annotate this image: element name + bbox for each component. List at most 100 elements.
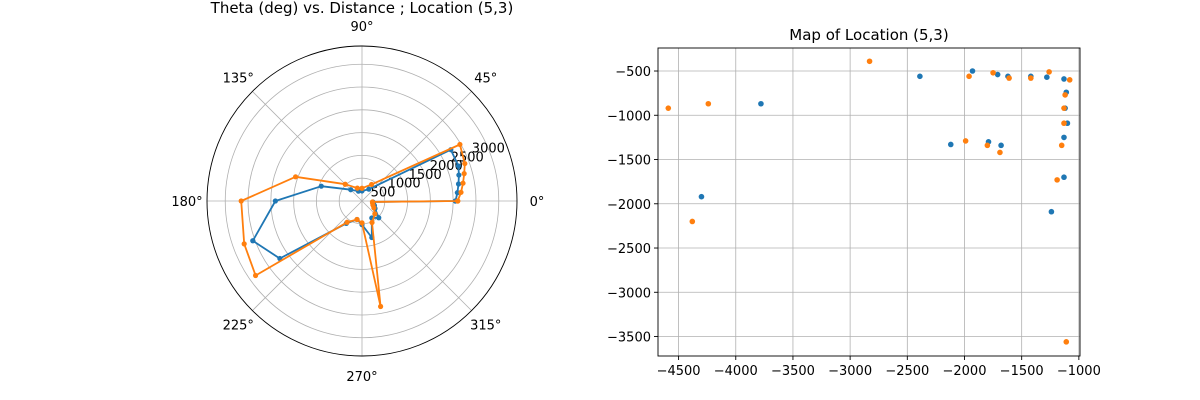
polar-data-point <box>457 141 463 148</box>
scatter-data-point <box>1066 77 1073 83</box>
scatter-data-point <box>1061 174 1067 181</box>
scatter-tick-labels: −4500 −4000 −3500 −3000 −2500 −2000 −1500 −1000… <box>607 65 1101 379</box>
polar-angle-tick-label: 225° <box>223 319 254 334</box>
polar-data-point <box>252 272 259 279</box>
scatter-y-tick-label: −1500 <box>607 154 651 169</box>
scatter-chart: Map of Location (5,3) −4500 −4000 −3500 −30… <box>607 26 1101 379</box>
polar-angle-tick-label: 90° <box>350 20 373 35</box>
scatter-data-point <box>698 193 705 200</box>
scatter-grid <box>658 48 1080 356</box>
scatter-data-point <box>990 69 996 76</box>
scatter-data-point <box>665 105 672 111</box>
polar-angle-labels: 0° 45° 90° 135° 180° 225° 270° 315° <box>171 20 544 385</box>
polar-series <box>238 141 468 310</box>
scatter-axes-frame <box>657 47 1081 357</box>
polar-radial-tick-label: 2000 <box>430 159 463 174</box>
scatter-x-tick-label: −3500 <box>771 364 815 379</box>
scatter-data-point <box>1062 92 1068 98</box>
polar-data-point <box>372 211 378 217</box>
polar-grid <box>206 45 518 357</box>
polar-angular-gridline <box>252 200 363 311</box>
polar-data-point <box>458 189 464 195</box>
polar-angle-tick-label: 0° <box>530 195 545 210</box>
scatter-y-tick-label: −2000 <box>607 198 651 213</box>
polar-data-point <box>378 303 384 310</box>
scatter-data-point <box>1061 76 1067 82</box>
scatter-data-point <box>1028 75 1034 81</box>
polar-data-point <box>292 174 299 180</box>
polar-data-point <box>369 199 376 205</box>
scatter-data-point <box>705 100 712 107</box>
polar-angle-tick-label: 180° <box>171 195 202 210</box>
polar-data-point <box>342 181 348 187</box>
polar-angle-tick-label: 45° <box>474 71 497 86</box>
scatter-points <box>665 58 1073 345</box>
scatter-data-point <box>689 218 696 225</box>
polar-data-point <box>272 198 278 204</box>
scatter-data-point <box>1061 134 1067 141</box>
polar-data-point <box>456 172 462 178</box>
polar-radial-tick-label: 1000 <box>388 177 421 192</box>
polar-data-point <box>354 185 360 191</box>
scatter-data-point <box>1006 75 1012 81</box>
scatter-data-point <box>1061 105 1067 111</box>
polar-radial-tick-label: 500 <box>371 185 396 200</box>
polar-radial-tick-label: 1500 <box>409 168 442 183</box>
polar-radial-tick-label: 2500 <box>451 150 484 165</box>
polar-angle-tick-label: 315° <box>470 319 501 334</box>
polar-data-point <box>354 216 360 223</box>
scatter-data-point <box>1044 74 1050 81</box>
scatter-y-tick-label: −3000 <box>607 286 651 301</box>
scatter-data-point <box>997 149 1003 156</box>
polar-data-point <box>359 185 365 191</box>
scatter-x-tick-label: −1000 <box>1057 364 1101 379</box>
scatter-data-point <box>966 73 972 80</box>
polar-data-point <box>241 241 247 247</box>
scatter-data-point <box>866 58 873 65</box>
polar-data-point <box>318 183 324 189</box>
polar-data-point <box>461 171 467 177</box>
polar-angle-tick-label: 135° <box>223 71 254 86</box>
scatter-data-point <box>1063 339 1070 345</box>
polar-outer-spine <box>206 45 518 357</box>
scatter-data-point <box>1061 120 1067 127</box>
polar-data-point <box>460 180 466 186</box>
polar-data-point <box>238 198 244 204</box>
scatter-y-tick-label: −2500 <box>607 242 651 257</box>
scatter-y-tick-label: −1000 <box>607 109 651 124</box>
scatter-x-tick-label: −2000 <box>943 364 987 379</box>
scatter-x-tick-label: −4000 <box>714 364 758 379</box>
polar-data-point <box>462 160 468 167</box>
polar-angle-tick-label: 270° <box>346 370 377 385</box>
scatter-y-tick-label: −500 <box>615 65 651 80</box>
scatter-data-point <box>998 142 1004 149</box>
polar-data-point <box>455 163 461 169</box>
scatter-data-point <box>962 138 969 144</box>
scatter-data-point <box>947 141 954 148</box>
scatter-x-tick-label: −2500 <box>885 364 929 379</box>
polar-chart-title: Theta (deg) vs. Distance ; Location (5,3… <box>210 0 514 17</box>
polar-data-point <box>455 181 462 187</box>
scatter-chart-title: Map of Location (5,3) <box>789 26 948 44</box>
scatter-data-point <box>969 68 976 74</box>
scatter-data-point <box>1048 208 1055 215</box>
polar-data-point <box>250 238 256 244</box>
scatter-data-point <box>994 71 1001 78</box>
polar-data-point <box>366 186 372 192</box>
polar-data-point <box>376 215 382 221</box>
scatter-data-point <box>1046 69 1052 75</box>
polar-data-point <box>359 220 365 226</box>
polar-chart: Theta (deg) vs. Distance ; Location (5,3… <box>171 0 544 385</box>
polar-data-point <box>368 181 375 188</box>
scatter-data-point <box>1058 142 1065 149</box>
polar-data-point <box>348 187 354 193</box>
scatter-x-tick-label: −1500 <box>1000 364 1044 379</box>
polar-data-point <box>344 219 350 225</box>
polar-data-point <box>455 198 461 204</box>
polar-radial-tick-label: 3000 <box>472 142 505 157</box>
polar-data-point <box>369 219 375 226</box>
scatter-data-point <box>758 100 764 107</box>
